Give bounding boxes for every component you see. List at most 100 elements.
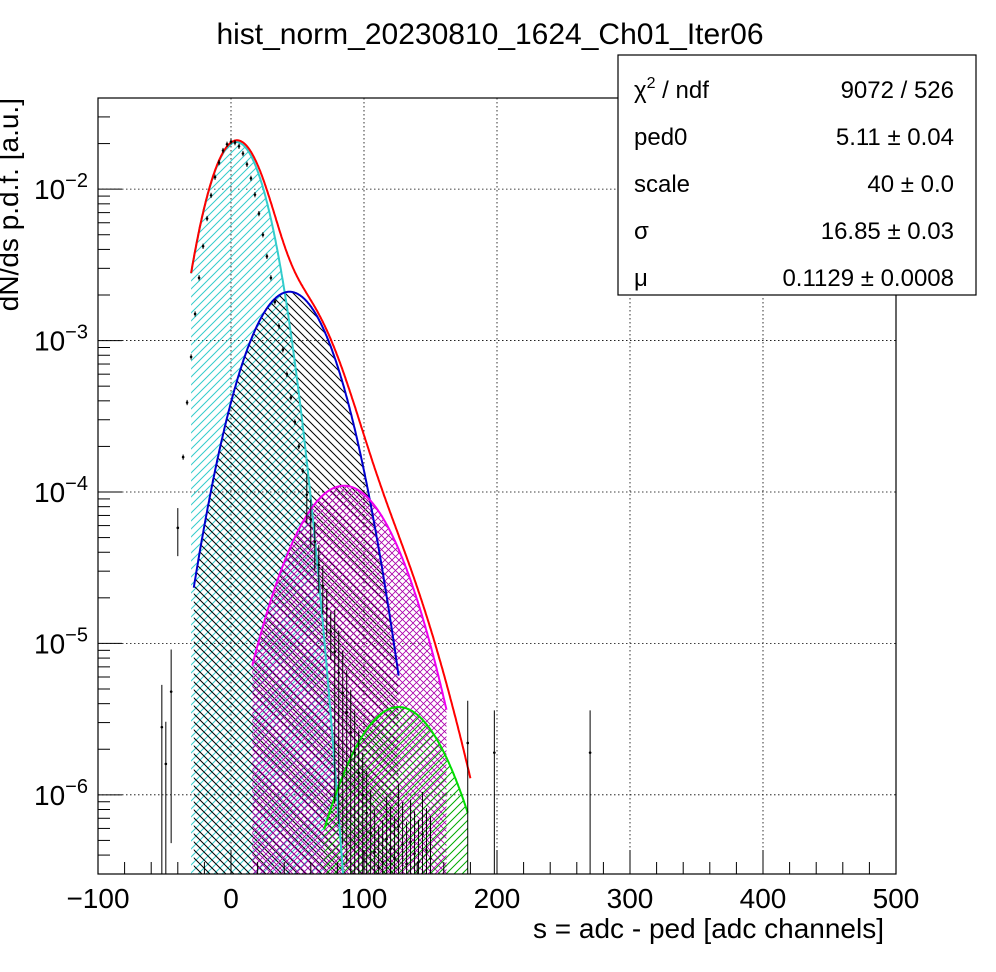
outlier-point xyxy=(588,751,592,754)
data-point xyxy=(213,175,217,179)
data-point xyxy=(413,852,416,855)
data-point xyxy=(305,493,309,496)
outlier-point xyxy=(493,751,496,754)
data-points xyxy=(160,139,592,874)
total-fit-curve xyxy=(190,139,472,779)
data-point xyxy=(389,847,392,851)
data-point xyxy=(229,140,233,143)
stats-value: 40 ± 0.0 xyxy=(867,171,954,198)
data-point xyxy=(337,671,341,675)
data-point xyxy=(169,690,173,693)
data-point xyxy=(329,630,333,633)
data-point xyxy=(393,857,396,860)
data-point xyxy=(193,312,197,316)
stats-value: 16.85 ± 0.03 xyxy=(821,218,954,245)
outlier-point xyxy=(466,741,470,745)
outlier-point xyxy=(160,725,164,729)
stats-label: μ xyxy=(634,265,648,292)
data-point xyxy=(321,584,325,588)
data-point xyxy=(385,837,388,841)
data-point xyxy=(225,142,229,146)
data-point xyxy=(405,862,408,866)
data-point xyxy=(237,144,241,148)
data-point xyxy=(217,161,221,164)
stats-label: scale xyxy=(634,171,690,198)
fit-stats-box: χ2 / ndf 9072 / 526 ped0 5.11 ± 0.04 scale 40… xyxy=(617,54,977,296)
data-point xyxy=(425,849,428,852)
y-axis-label: dN/ds p.d.f. [a.u.] xyxy=(0,98,24,311)
x-tick-label: 0 xyxy=(223,883,239,914)
data-point xyxy=(301,469,305,473)
y-tick-label: 10−3 xyxy=(34,322,88,357)
data-point xyxy=(353,751,356,754)
y-tick-label: 10−4 xyxy=(34,473,88,508)
x-tick-label: 200 xyxy=(474,883,521,914)
data-point xyxy=(273,300,277,304)
data-point xyxy=(297,445,301,448)
data-point xyxy=(293,420,297,424)
x-tick-label: 500 xyxy=(873,883,920,914)
stats-value: 0.1129 ± 0.0008 xyxy=(782,265,954,292)
data-point xyxy=(349,730,353,734)
data-point xyxy=(357,771,360,775)
data-point xyxy=(257,212,261,215)
data-point xyxy=(325,607,329,610)
data-point xyxy=(309,518,313,521)
x-tick-label: 300 xyxy=(607,883,654,914)
data-point xyxy=(221,149,225,152)
data-point xyxy=(345,711,349,714)
data-point xyxy=(341,691,345,695)
data-point xyxy=(361,793,364,797)
data-point xyxy=(253,193,257,196)
component-curve-2 xyxy=(192,290,400,676)
data-point xyxy=(245,162,249,166)
x-axis-label: s = adc - ped [adc channels] xyxy=(533,913,884,944)
data-point xyxy=(209,194,213,197)
data-point xyxy=(261,233,265,237)
y-tick-label: 10−2 xyxy=(34,170,88,205)
component-curve-4 xyxy=(323,706,469,830)
data-point xyxy=(317,563,321,567)
stats-label: σ xyxy=(634,218,649,245)
data-point xyxy=(281,348,285,352)
x-tick-label: 100 xyxy=(341,883,388,914)
data-point xyxy=(189,355,193,359)
x-tick-label: −100 xyxy=(66,883,129,914)
data-point xyxy=(421,832,424,836)
data-point xyxy=(233,141,237,144)
data-point xyxy=(289,396,293,399)
data-point xyxy=(409,840,412,844)
data-point xyxy=(201,244,205,248)
data-point xyxy=(313,540,317,543)
data-point xyxy=(181,455,185,459)
data-point xyxy=(397,824,400,828)
y-tick-label: 10−5 xyxy=(34,624,88,659)
outlier-point xyxy=(164,762,168,766)
data-point xyxy=(429,857,432,860)
component-fill-4 xyxy=(324,707,468,874)
data-point xyxy=(269,276,273,280)
data-point xyxy=(176,526,180,530)
data-point xyxy=(197,276,201,280)
data-point xyxy=(369,831,372,835)
data-point xyxy=(417,860,420,864)
chart-title: hist_norm_20230810_1624_Ch01_Iter06 xyxy=(216,18,763,51)
axes: −100 0 100 200 300 400 500 10−2 10−3 10−4 10−5 10−6 xyxy=(34,97,920,914)
stats-box-frame xyxy=(617,54,977,296)
stats-label: ped0 xyxy=(634,124,687,151)
data-point xyxy=(265,255,269,258)
y-tick-label: 10−6 xyxy=(34,776,88,811)
data-point xyxy=(381,860,384,864)
data-point xyxy=(277,324,281,328)
data-point xyxy=(241,152,245,155)
data-point xyxy=(205,217,209,220)
data-point xyxy=(185,401,189,404)
data-point xyxy=(377,866,380,870)
data-point xyxy=(373,850,376,854)
data-point xyxy=(401,843,404,846)
data-point xyxy=(365,811,368,815)
stats-label: χ2 / ndf xyxy=(634,75,709,104)
x-tick-label: 400 xyxy=(740,883,787,914)
data-point xyxy=(249,176,253,180)
